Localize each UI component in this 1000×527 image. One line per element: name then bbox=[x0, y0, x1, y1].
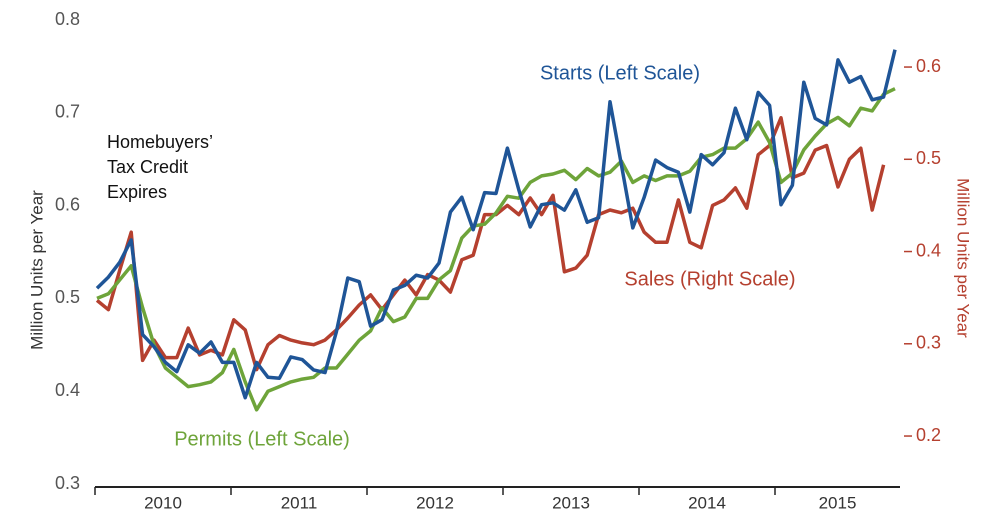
series-line bbox=[95, 49, 897, 400]
annotation: Expires bbox=[107, 182, 167, 202]
y-tick-label: 0.6 bbox=[55, 194, 80, 214]
annotation: Tax Credit bbox=[107, 157, 188, 177]
y-tick-label: 0.8 bbox=[55, 9, 80, 29]
y2-tick-label: 0.6 bbox=[916, 56, 941, 76]
series-label: Starts (Left Scale) bbox=[540, 62, 700, 84]
y-tick-label: 0.7 bbox=[55, 102, 80, 122]
series-label: Sales (Right Scale) bbox=[624, 268, 795, 290]
series-label: Permits (Left Scale) bbox=[174, 428, 350, 450]
y-tick-label: 0.4 bbox=[55, 380, 80, 400]
series-line bbox=[96, 87, 896, 412]
x-tick-label: 2015 bbox=[819, 493, 857, 512]
x-tick-label: 2012 bbox=[416, 493, 454, 512]
y-axis-label: Million Units per Year bbox=[27, 190, 46, 350]
y-tick-label: 0.3 bbox=[55, 473, 80, 493]
x-tick-label: 2014 bbox=[688, 493, 726, 512]
y2-tick-label: 0.4 bbox=[916, 240, 941, 260]
y2-tick-label: 0.5 bbox=[916, 148, 941, 168]
x-tick-label: 2010 bbox=[144, 493, 182, 512]
y2-tick-label: 0.2 bbox=[916, 425, 941, 445]
x-tick-label: 2011 bbox=[281, 493, 318, 512]
y2-tick-label: 0.3 bbox=[916, 333, 941, 353]
y-tick-label: 0.5 bbox=[55, 287, 80, 307]
y2-axis-label: Million Units per Year bbox=[954, 178, 973, 338]
annotation: Homebuyers’ bbox=[107, 132, 213, 152]
series-line bbox=[95, 116, 886, 372]
x-tick-label: 2013 bbox=[552, 493, 590, 512]
